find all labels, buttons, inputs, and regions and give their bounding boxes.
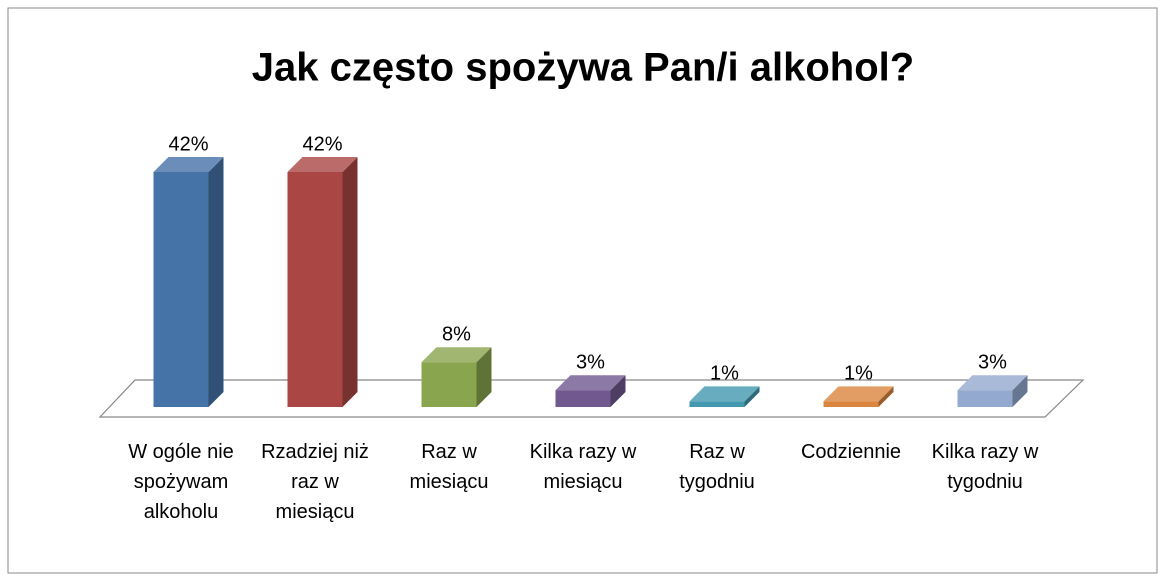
x-tick-label: Raz w miesiącu <box>409 441 489 493</box>
bar <box>287 172 343 407</box>
x-tick-label: Kilka razy w tygodniu <box>931 441 1039 493</box>
bar-top <box>957 375 1028 391</box>
value-label: 42% <box>302 133 342 155</box>
value-label: 3% <box>978 351 1007 373</box>
bar <box>555 390 611 407</box>
value-label: 42% <box>168 133 208 155</box>
bar-side <box>208 157 224 407</box>
bar-side <box>342 157 358 407</box>
x-tick-label: Kilka razy w miesiącu <box>529 441 637 493</box>
bar <box>421 362 477 407</box>
value-label: 1% <box>844 363 873 385</box>
bar-top <box>153 157 224 172</box>
chart-title: Jak często spożywa Pan/i alkohol? <box>252 46 914 90</box>
bar-top <box>421 347 492 363</box>
bar-top <box>689 386 760 402</box>
x-tick-label: Raz w tygodniu <box>679 441 755 493</box>
value-label: 1% <box>710 363 739 385</box>
bar-top <box>555 375 626 391</box>
value-label: 8% <box>442 324 471 346</box>
bar-side <box>476 347 492 407</box>
x-tick-label: W ogóle nie spożywam alkoholu <box>128 441 234 523</box>
bar <box>153 172 209 407</box>
bar <box>689 401 745 407</box>
bar-side <box>1012 375 1028 407</box>
bar-top <box>287 157 358 172</box>
value-label: 3% <box>576 351 605 373</box>
x-tick-label: Rzadziej niż raz w miesiącu <box>261 441 369 523</box>
bar-side <box>744 386 760 407</box>
bar <box>957 390 1013 407</box>
bar <box>823 401 879 407</box>
bar-side <box>878 386 894 407</box>
bar-side <box>610 375 626 407</box>
bar-top <box>823 386 894 402</box>
x-tick-label: Codziennie <box>800 441 902 463</box>
